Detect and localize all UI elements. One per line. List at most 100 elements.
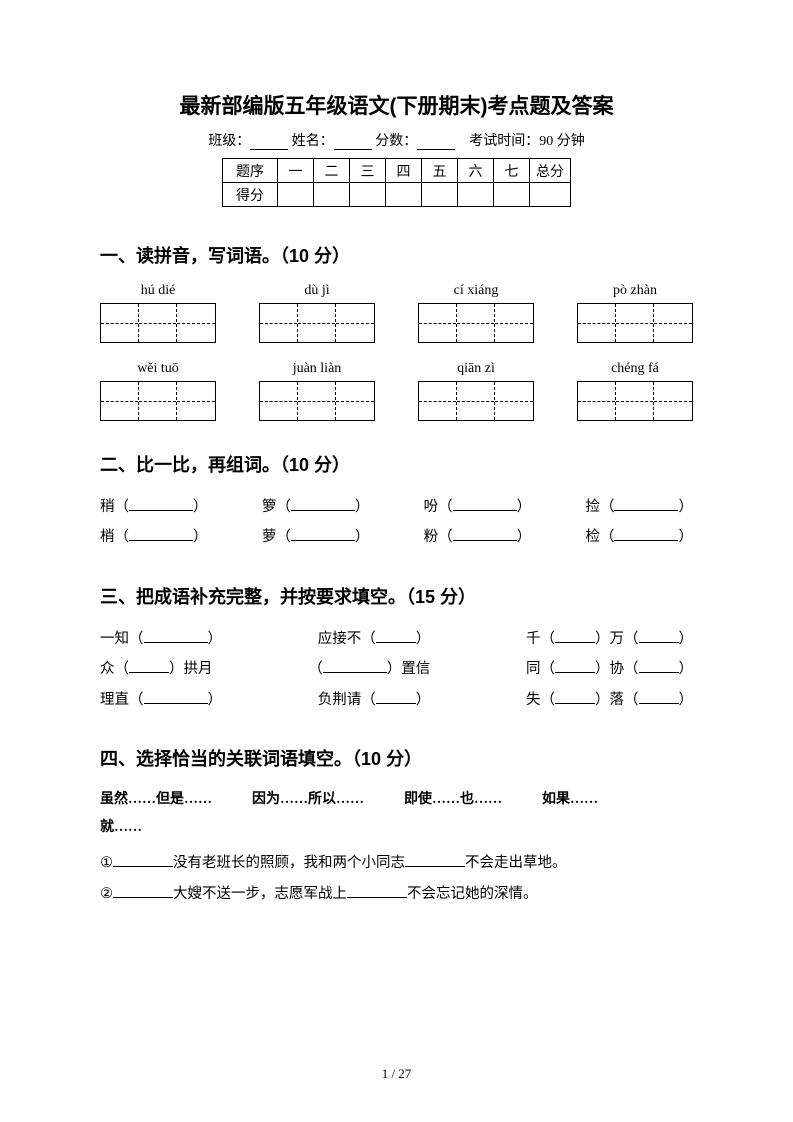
fill-blank[interactable]	[376, 703, 416, 704]
pinyin-item: chéng fá	[577, 361, 693, 421]
fill-blank[interactable]	[323, 672, 387, 673]
cell-blank[interactable]	[278, 183, 314, 207]
info-line: 班级： 姓名： 分数： 考试时间：90 分钟	[100, 130, 693, 150]
fill-blank[interactable]	[129, 672, 169, 673]
section-1-heading: 一、读拼音，写词语。（10 分）	[100, 242, 693, 268]
fill-blank[interactable]	[113, 866, 173, 867]
answer-grid[interactable]	[100, 381, 216, 421]
cell-blank[interactable]	[530, 183, 571, 207]
pinyin-label: qiān zì	[418, 361, 534, 377]
fill-blank[interactable]	[453, 540, 517, 541]
q3-line: 一知（）应接不（）千（）万（）	[100, 624, 693, 654]
fill-blank[interactable]	[614, 510, 678, 511]
section-3-heading: 三、把成语补充完整，并按要求填空。（15 分）	[100, 583, 693, 609]
q3-item: 一知（）	[100, 624, 222, 654]
pinyin-label: chéng fá	[577, 361, 693, 377]
fill-blank[interactable]	[347, 897, 407, 898]
name-blank[interactable]	[334, 136, 372, 150]
q3-item: 众（）拱月	[100, 654, 213, 684]
cell-blank[interactable]	[422, 183, 458, 207]
q3-line: 理直（）负荆请（）失（）落（）	[100, 685, 693, 715]
score-blank[interactable]	[417, 136, 455, 150]
pinyin-label: pò zhàn	[577, 283, 693, 299]
fill-blank[interactable]	[555, 672, 595, 673]
q2-item: 稍（）	[100, 492, 208, 522]
q4-text: 大嫂不送一步，志愿军战上	[173, 886, 347, 902]
cell-blank[interactable]	[314, 183, 350, 207]
cell-blank[interactable]	[494, 183, 530, 207]
fill-blank[interactable]	[555, 703, 595, 704]
q4-option: 就……	[100, 814, 142, 842]
q4-options: 虽然……但是…… 因为……所以…… 即使……也…… 如果……	[100, 786, 693, 814]
q4-line-1: ①没有老班长的照顾，我和两个小同志不会走出草地。	[100, 848, 693, 878]
q4-option: 即使……也……	[404, 786, 502, 814]
cell: 得分	[223, 183, 278, 207]
q3-item: 失（）落（）	[526, 685, 693, 715]
fill-blank[interactable]	[376, 642, 416, 643]
section-2-heading: 二、比一比，再组词。（10 分）	[100, 451, 693, 477]
cell-blank[interactable]	[458, 183, 494, 207]
pinyin-label: dù jì	[259, 283, 375, 299]
fill-blank[interactable]	[614, 540, 678, 541]
q2-item: 吩（）	[424, 492, 532, 522]
pinyin-item: hú dié	[100, 283, 216, 343]
pinyin-label: juàn liàn	[259, 361, 375, 377]
q4-line-2: ② 大嫂不送一步，志愿军战上 不会忘记她的深情。	[100, 879, 693, 909]
fill-blank[interactable]	[144, 642, 208, 643]
fill-blank[interactable]	[291, 510, 355, 511]
cell: 二	[314, 159, 350, 183]
q4-option: 虽然……但是……	[100, 786, 212, 814]
pinyin-item: wěi tuō	[100, 361, 216, 421]
cell-blank[interactable]	[386, 183, 422, 207]
answer-grid[interactable]	[418, 303, 534, 343]
q3-line: 众（）拱月（）置信同（）协（）	[100, 654, 693, 684]
answer-grid[interactable]	[577, 381, 693, 421]
fill-blank[interactable]	[291, 540, 355, 541]
cell-blank[interactable]	[350, 183, 386, 207]
q4-text: 没有老班长的照顾，我和两个小同志	[173, 855, 405, 871]
fill-blank[interactable]	[453, 510, 517, 511]
cell: 总分	[530, 159, 571, 183]
class-blank[interactable]	[250, 136, 288, 150]
page-title: 最新部编版五年级语文(下册期末)考点题及答案	[100, 90, 693, 120]
pinyin-label: hú dié	[100, 283, 216, 299]
page-number: 1 / 27	[0, 1066, 793, 1082]
q2-item: 箩（）	[262, 492, 370, 522]
fill-blank[interactable]	[129, 540, 193, 541]
pinyin-label: cí xiáng	[418, 283, 534, 299]
pinyin-item: qiān zì	[418, 361, 534, 421]
cell: 四	[386, 159, 422, 183]
answer-grid[interactable]	[259, 381, 375, 421]
pinyin-item: pò zhàn	[577, 283, 693, 343]
cell: 三	[350, 159, 386, 183]
q3-item: （）置信	[308, 654, 430, 684]
q3-item: 千（）万（）	[526, 624, 693, 654]
q4-num: ②	[100, 886, 113, 902]
answer-grid[interactable]	[418, 381, 534, 421]
fill-blank[interactable]	[129, 510, 193, 511]
score-header-row: 题序 一 二 三 四 五 六 七 总分	[223, 159, 571, 183]
fill-blank[interactable]	[113, 897, 173, 898]
fill-blank[interactable]	[639, 703, 679, 704]
pinyin-item: cí xiáng	[418, 283, 534, 343]
section-4-heading: 四、选择恰当的关联词语填空。（10 分）	[100, 745, 693, 771]
q2-line-2: 梢（） 萝（） 粉（） 检（）	[100, 522, 693, 552]
fill-blank[interactable]	[144, 703, 208, 704]
answer-grid[interactable]	[259, 303, 375, 343]
q2-item: 检（）	[585, 522, 693, 552]
answer-grid[interactable]	[577, 303, 693, 343]
q2-item: 粉（）	[424, 522, 532, 552]
fill-blank[interactable]	[555, 642, 595, 643]
score-label: 分数：	[375, 134, 417, 149]
q4-text: 不会忘记她的深情。	[407, 886, 538, 902]
fill-blank[interactable]	[639, 672, 679, 673]
answer-grid[interactable]	[100, 303, 216, 343]
fill-blank[interactable]	[639, 642, 679, 643]
fill-blank[interactable]	[405, 866, 465, 867]
q2-item: 梢（）	[100, 522, 208, 552]
q2-item: 捡（）	[585, 492, 693, 522]
q4-option: 如果……	[542, 786, 598, 814]
cell: 五	[422, 159, 458, 183]
score-value-row: 得分	[223, 183, 571, 207]
q4-options-cont: 就……	[100, 814, 693, 842]
